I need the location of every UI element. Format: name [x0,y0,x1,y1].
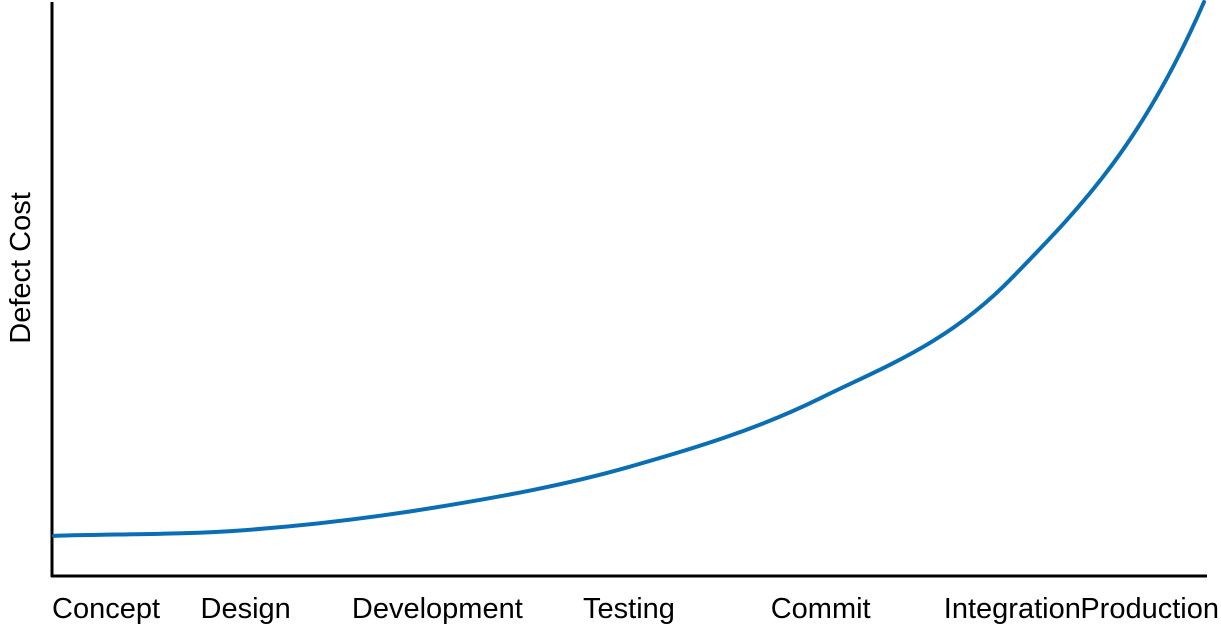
x-tick-labels: Concept Design Development Testing Commit Int… [52,593,1219,625]
defect-cost-curve [52,0,1206,538]
x-tick-label: Commit [771,593,871,625]
y-axis-label: Defect Cost [5,192,37,344]
x-tick-label: Testing [583,593,675,625]
x-tick-label: Design [201,593,291,625]
x-tick-label: Integration [944,593,1081,625]
x-tick-label: Production [1080,593,1219,625]
x-tick-label: Development [352,593,523,625]
x-tick-label: Concept [52,593,160,625]
